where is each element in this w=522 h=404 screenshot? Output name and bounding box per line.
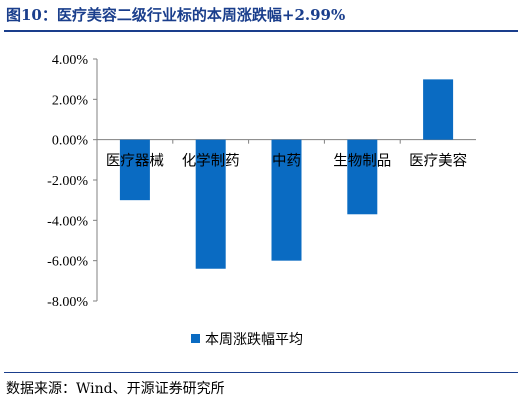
y-tick-label: -8.00% bbox=[47, 295, 88, 310]
y-tick-label: -2.00% bbox=[47, 174, 88, 189]
chart-title: 图10：医疗美容二级行业标的本周涨跌幅+2.99% bbox=[6, 6, 346, 24]
category-label: 化学制药 bbox=[182, 153, 240, 170]
chart-legend: 本周涨跌幅平均 bbox=[191, 332, 303, 348]
bar bbox=[271, 139, 302, 261]
category-label: 生物制品 bbox=[333, 153, 391, 170]
data-source-note: 数据来源：Wind、开源证券研究所 bbox=[6, 381, 225, 397]
bar bbox=[195, 139, 226, 269]
chart-bars bbox=[119, 79, 454, 269]
title-divider bbox=[4, 30, 518, 32]
chart-axes: 4.00% 2.00% 0.00% -2.00% -4.00% -6.00% -8.00% bbox=[47, 53, 476, 310]
category-labels: 医疗器械 化学制药 中药 生物制品 医疗美容 bbox=[106, 153, 467, 170]
category-label: 中药 bbox=[272, 153, 301, 170]
y-tick-label: -6.00% bbox=[47, 255, 88, 270]
source-divider bbox=[4, 372, 518, 373]
y-tick-label: 0.00% bbox=[52, 134, 89, 149]
bar bbox=[347, 139, 378, 215]
y-tick-label: 2.00% bbox=[52, 93, 89, 108]
bar bbox=[119, 139, 150, 201]
category-label: 医疗美容 bbox=[409, 153, 467, 170]
bar bbox=[423, 79, 454, 140]
legend-swatch bbox=[191, 334, 200, 343]
category-label: 医疗器械 bbox=[106, 153, 164, 170]
bar-chart: 4.00%2.00%0.00%-2.00%-4.00%-6.00%-8.00% … bbox=[47, 53, 476, 348]
y-tick-label: 4.00% bbox=[52, 53, 89, 68]
legend-label: 本周涨跌幅平均 bbox=[205, 332, 303, 348]
y-tick-label: -4.00% bbox=[47, 214, 88, 229]
